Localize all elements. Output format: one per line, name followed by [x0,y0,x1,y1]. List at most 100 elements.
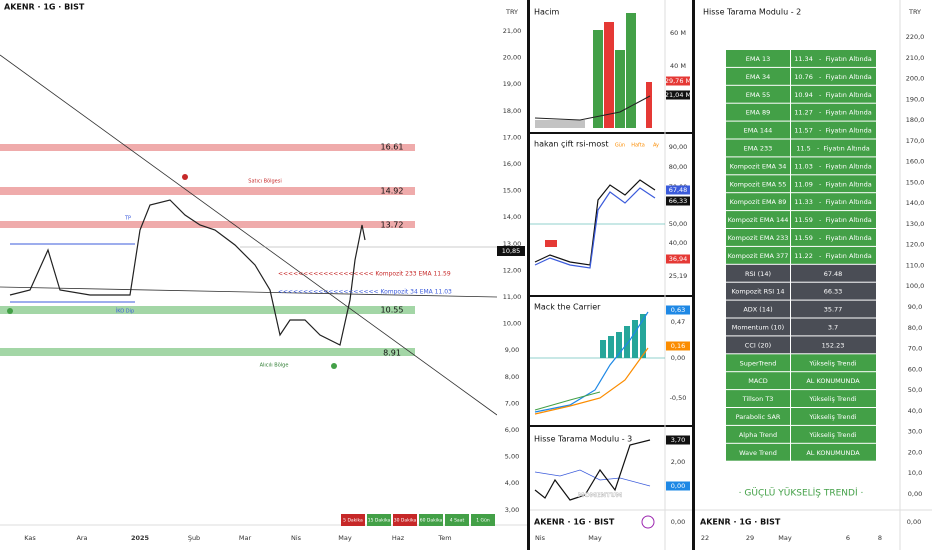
price-tick-label: 6,00 [505,426,519,434]
axis-label: 60 M [670,29,686,37]
indicator-name: Kompozit EMA 89 [730,198,787,206]
price-tick-label: 220,0 [906,33,925,41]
indicator-name: SuperTrend [740,359,777,367]
table-cell [791,157,876,175]
price-tick-label: 20,0 [908,448,922,456]
table-cell [791,175,876,193]
indicator-name: Kompozit EMA 233 [728,234,789,242]
currency: TRY [505,8,518,16]
table-cell [791,354,876,372]
indicator-name: Kompozit EMA 144 [728,216,789,224]
price-tick-label: 11,00 [503,293,522,301]
indicator-name: Kompozit EMA 34 [730,162,787,170]
panel-title: hakan çift rsi-most [534,140,609,149]
value-badge [666,341,690,351]
price-tick-label: 9,00 [505,346,519,354]
level-label: 10.55 [381,306,404,315]
indicator-value: 35.77 [824,306,843,314]
time-tick-label: May [778,534,792,542]
table-cell [726,390,790,407]
price-tick-label: 210,0 [906,54,925,62]
indicator-value: AL KONUMUNDA [806,377,860,385]
value-badge-label: 66,33 [669,197,688,205]
level-label: 13.72 [381,221,404,230]
indicator-name: Parabolic SAR [736,413,781,421]
indicator-name: EMA 55 [746,91,771,99]
value-badge-label: 29,76 M [665,77,691,85]
symbol-title: AKENR · 1G · BIST [4,3,85,12]
price-tick-label: 7,00 [505,399,519,407]
indicator-name: ADX (14) [743,306,772,314]
value-badge-label: 3,70 [671,436,685,444]
table-cell [791,85,876,103]
indicator-name: EMA 89 [746,109,771,117]
price-tick-label: 170,0 [906,137,925,145]
table-cell [726,282,790,300]
price-tick-label: 30,0 [908,428,922,436]
indicator-value: 67.48 [824,270,843,278]
time-tick-label: Ara [76,534,87,542]
indicator-name: RSI (14) [745,270,771,278]
table-cell [726,85,790,103]
table-cell [791,139,876,157]
price-tick-label: 90,0 [908,303,922,311]
price-tick-label: 12,00 [503,266,522,274]
table-cell [791,282,876,300]
panel-title: Mack the Carrier [534,303,601,312]
buyer-zone: Alıcılı Bölge [260,363,289,369]
footer-symbol: AKENR · 1G · BIST [534,518,615,527]
indicator-value: 10.76 - Fiyatın Altında [794,73,872,81]
value-badge-label: 36,94 [669,255,688,263]
indicator-name: Kompozit RSI 14 [731,288,784,296]
indicator-name: EMA 13 [746,55,771,63]
table-cell [726,336,790,354]
table-cell [726,193,790,211]
table-cell [726,67,790,85]
momentum-label: MOMENTUM [578,491,623,499]
table-cell [791,193,876,211]
indicator-value: 11.34 - Fiyatın Altında [794,55,872,63]
timeframe-label: 30 Dakika [394,518,417,524]
table-cell [791,408,876,425]
timeframe-button [393,514,417,526]
price-tick-label: 190,0 [906,95,925,103]
price-tick-label: 20,00 [503,54,522,62]
indicator-value: 11.03 - Fiyatın Altında [794,162,872,170]
axis-zero: 0,00 [671,518,685,526]
indicator-value: Yükseliş Trendi [808,431,856,439]
table-cell [726,121,790,139]
table-cell [791,425,876,443]
table-cell [791,103,876,121]
axis-label: 0,47 [671,318,685,326]
price-tick-label: 150,0 [906,178,925,186]
axis-label: -0,50 [670,394,687,402]
level-label: 14.92 [381,187,404,196]
price-tick-label: 120,0 [906,241,925,249]
timeframe-label: 5 Dakika [343,518,363,524]
value-badge-label: 0,00 [671,482,685,490]
level-label: 16.61 [381,143,404,152]
price-tick-label: 0,00 [908,490,922,498]
indicator-value: 11.33 - Fiyatın Altında [794,198,872,206]
table-cell [791,121,876,139]
legend-label: Ay [653,143,659,149]
value-badge [666,435,690,445]
price-tick-label: 60,0 [908,365,922,373]
value-badge-label: 67,48 [669,186,688,194]
time-tick-label: Tem [437,534,451,542]
price-tick-label: 160,0 [906,158,925,166]
indicator-value: 66.33 [824,288,843,296]
timeframe-label: 60 Dakika [420,518,443,524]
table-cell [726,246,790,264]
panel-title: Hisse Tarama Modulu - 2 [703,8,801,17]
table-cell [791,372,876,390]
tp-label: TP [124,216,131,222]
legend-label: Gün [615,143,625,149]
timeframe-label: 1 Gün [476,518,490,524]
ema233-label: <<<<<<<<<<<<<<<<<<< Kompozit 233 EMA 11.… [278,271,451,278]
currency: TRY [908,8,921,16]
table-cell [791,50,876,67]
axis-label: 90,00 [669,143,688,151]
value-badge-label: 0,16 [671,342,685,350]
axis-zero: 0,00 [907,518,921,526]
